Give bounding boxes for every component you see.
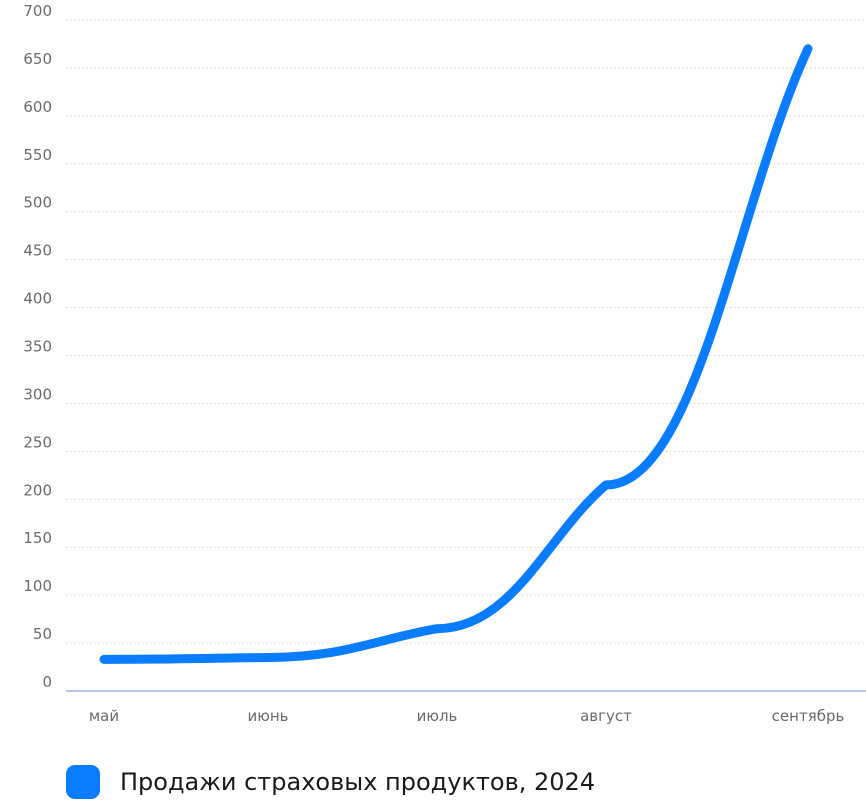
y-tick-label: 400 [23,290,52,308]
y-tick-label: 350 [23,338,52,356]
y-tick-label: 500 [23,194,52,212]
y-tick-label: 650 [23,50,52,68]
legend-label: Продажи страховых продуктов, 2024 [120,768,596,796]
y-tick-label: 0 [42,673,52,691]
x-tick-label: май [89,707,119,725]
y-tick-label: 100 [23,577,52,595]
y-tick-label: 200 [23,481,52,499]
x-tick-label: сентябрь [772,707,845,725]
y-tick-label: 550 [23,146,52,164]
x-tick-label: июль [417,707,458,725]
line-chart: 0 50 100 150 200 250 300 350 400 450 500 550 600 650 7… [23,2,866,725]
series-group [99,44,813,664]
y-tick-label: 700 [23,2,52,20]
y-tick-label: 250 [23,433,52,451]
x-tick-label: июнь [247,707,288,725]
y-tick-label: 600 [23,98,52,116]
legend: Продажи страховых продуктов, 2024 [66,762,595,802]
y-axis-tick-labels: 0 50 100 150 200 250 300 350 400 450 500 550 600 650 7… [23,2,52,691]
y-tick-label: 150 [23,529,52,547]
y-tick-label: 50 [33,625,52,643]
y-tick-label: 300 [23,385,52,403]
series-line [99,44,813,664]
grid-lines [66,19,866,644]
y-tick-label: 450 [23,242,52,260]
legend-swatch [66,765,100,799]
x-tick-label: август [580,707,632,725]
x-axis-tick-labels: май июнь июль август сентябрь [89,707,844,725]
